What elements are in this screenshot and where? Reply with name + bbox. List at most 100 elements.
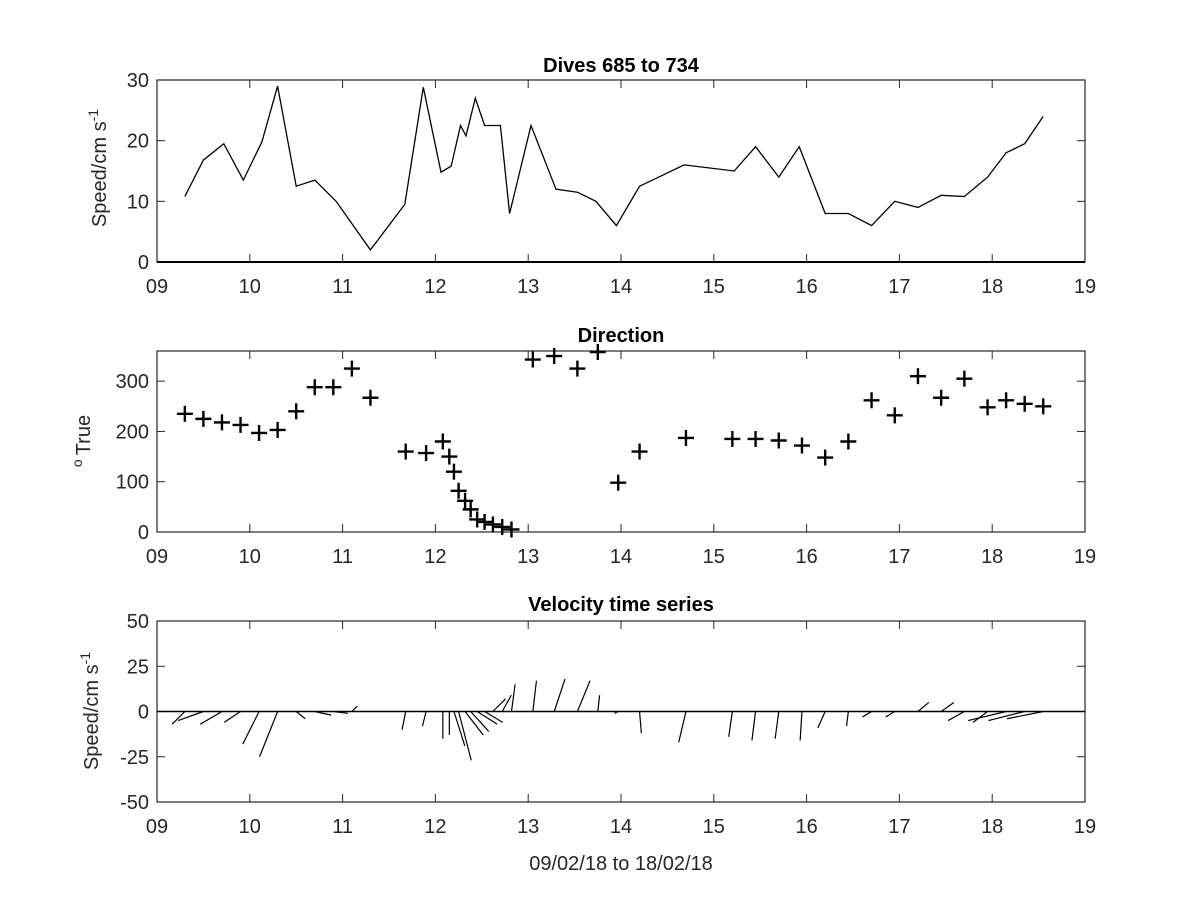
direction-data-point	[476, 513, 493, 530]
velocity-x-tick-label: 12	[424, 816, 446, 838]
direction-data-point	[770, 432, 787, 449]
direction-x-tick-label: 17	[888, 546, 910, 568]
direction-data-point	[462, 501, 479, 518]
velocity-vector-stick	[576, 680, 591, 712]
direction-data-point	[325, 379, 342, 396]
direction-x-tick-label: 19	[1074, 546, 1096, 568]
speed-x-tick-label: 19	[1074, 276, 1096, 298]
velocity-vector-stick	[817, 711, 826, 729]
direction-data-point	[469, 511, 486, 528]
direction-data-point	[343, 360, 360, 377]
velocity-vector-stick	[885, 710, 896, 718]
direction-x-tick-label: 14	[610, 546, 632, 568]
velocity-y-tick-label: -50	[120, 792, 149, 814]
velocity-y-axis-label: Speed/cm s-1	[77, 652, 103, 770]
direction-data-point	[251, 424, 268, 441]
speed-x-tick-label: 16	[795, 276, 817, 298]
direction-x-tick-label: 13	[517, 546, 539, 568]
velocity-x-tick-label: 14	[610, 816, 632, 838]
direction-data-point	[1016, 395, 1033, 412]
speed-panel-title: Dives 685 to 734	[543, 55, 700, 77]
velocity-x-tick-label: 17	[888, 816, 910, 838]
velocity-plot-area: 09 10 11 12 13 14 15 16 17 18 19 50 25 0 -25 -50	[120, 611, 1096, 838]
velocity-vector-stick	[401, 711, 407, 730]
velocity-y-axis-label-text: Speed/cm s	[81, 664, 103, 770]
velocity-vector-stick	[532, 680, 538, 712]
speed-x-tick-label: 15	[703, 276, 725, 298]
direction-plot-area: 09 10 11 12 13 14 15 16 17 18 19 0 100 200 300	[116, 344, 1096, 568]
speed-y-tick-label: 20	[127, 131, 149, 153]
speed-y-tick-label: 30	[127, 70, 149, 92]
direction-x-tick-label: 16	[795, 546, 817, 568]
velocity-vector-stick	[171, 711, 186, 725]
direction-data-point	[610, 474, 627, 491]
direction-data-point	[1035, 398, 1052, 415]
velocity-vector-stick	[458, 711, 472, 761]
velocity-vector-stick	[678, 711, 687, 743]
direction-panel: Direction o True 09 10 11 12 13 14 15 16 17 18 19 0 1…	[69, 325, 1096, 568]
direction-data-point	[445, 463, 462, 480]
velocity-vector-stick	[988, 710, 1025, 722]
velocity-vector-stick	[862, 710, 872, 718]
direction-data-point	[840, 433, 857, 450]
velocity-vector-stick	[492, 698, 507, 712]
velocity-vector-stick	[470, 711, 490, 732]
speed-y-tick-label: 0	[138, 252, 149, 274]
velocity-vector-stick	[314, 710, 332, 716]
velocity-y-tick-label: 50	[127, 611, 149, 633]
velocity-vector-stick	[967, 710, 1007, 722]
direction-data-point	[998, 392, 1015, 409]
direction-data-point	[418, 445, 435, 462]
velocity-vector-stick	[799, 711, 803, 741]
speed-x-tick-label: 14	[610, 276, 632, 298]
velocity-vector-stick	[638, 711, 642, 734]
direction-data-point	[524, 351, 541, 368]
direction-data-point	[886, 407, 903, 424]
svg-text:Speed/cm s-1: Speed/cm s-1	[77, 652, 103, 770]
velocity-vector-stick	[476, 710, 498, 725]
velocity-vector-stick	[242, 711, 260, 745]
direction-data-point	[956, 370, 973, 387]
svg-text:oTrue: o True	[69, 415, 95, 467]
direction-data-point	[631, 443, 648, 460]
speed-x-tick-label: 11	[332, 276, 353, 298]
velocity-vector-stick	[510, 684, 516, 712]
direction-data-point	[306, 379, 323, 396]
direction-data-point	[677, 429, 694, 446]
speed-y-axis-label-text: Speed/cm s	[89, 121, 111, 227]
direction-data-point	[484, 516, 501, 533]
velocity-vector-stick	[940, 701, 955, 712]
direction-data-point	[362, 389, 379, 406]
direction-x-tick-label: 15	[703, 546, 725, 568]
velocity-vector-stick	[199, 710, 223, 725]
velocity-vector-stick	[917, 701, 930, 712]
direction-data-point	[863, 392, 880, 409]
x-axis-label: 09/02/18 to 18/02/18	[529, 853, 713, 875]
direction-y-tick-label: 300	[116, 371, 149, 393]
direction-data-point	[213, 414, 230, 431]
velocity-x-tick-label: 13	[517, 816, 539, 838]
velocity-x-tick-label: 19	[1074, 816, 1096, 838]
velocity-vector-stick	[421, 711, 427, 727]
velocity-y-tick-label: -25	[120, 747, 149, 769]
direction-data-point	[397, 443, 414, 460]
speed-panel: Dives 685 to 734 Speed/cm s-1 09 10 11 12 13…	[85, 55, 1096, 298]
velocity-x-tick-label: 09	[146, 816, 168, 838]
direction-x-tick-label: 09	[146, 546, 168, 568]
direction-x-tick-label: 18	[981, 546, 1003, 568]
velocity-vector-stick	[751, 711, 757, 741]
direction-data-point	[589, 344, 606, 361]
velocity-y-axis-label-superscript: -1	[77, 652, 93, 665]
velocity-vector-stick	[258, 711, 279, 757]
velocity-vector-stick	[774, 711, 780, 739]
speed-x-tick-label: 18	[981, 276, 1003, 298]
direction-data-point	[441, 448, 458, 465]
direction-data-point	[457, 492, 474, 509]
direction-data-point	[569, 360, 586, 377]
velocity-vector-stick	[728, 711, 733, 737]
velocity-vector-stick	[333, 710, 348, 714]
speed-y-tick-label: 10	[127, 191, 149, 213]
direction-data-point	[817, 449, 834, 466]
velocity-vector-stick	[614, 710, 619, 714]
